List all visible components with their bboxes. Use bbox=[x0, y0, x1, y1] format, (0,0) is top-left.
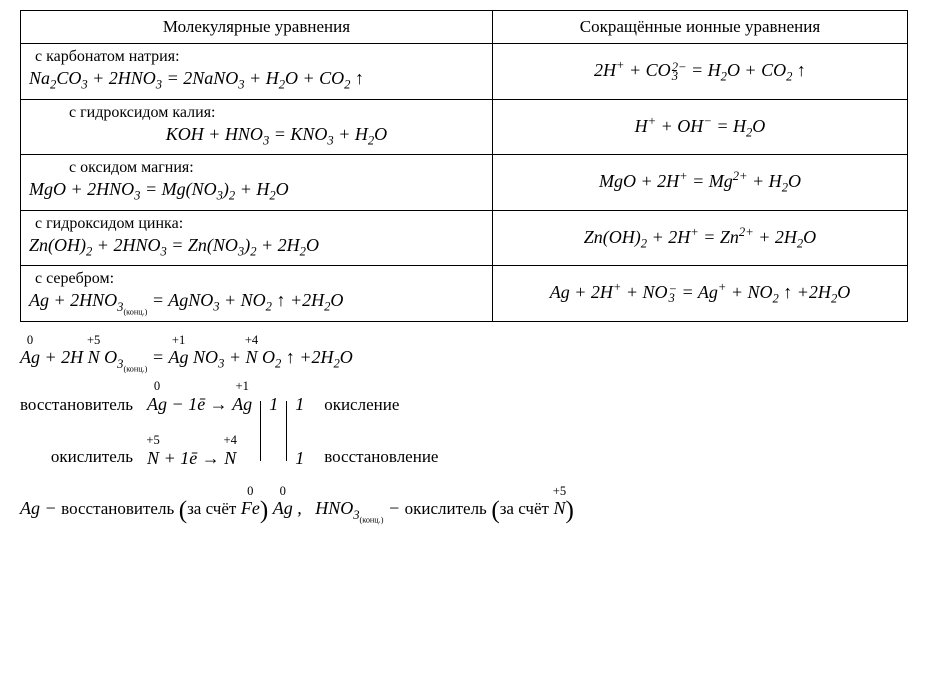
molecular-cell: с оксидом магния: MgO + 2HNO3 = Mg(NO3)2 … bbox=[21, 155, 493, 211]
molecular-equation: KOH + HNO3 = KNO3 + H2O bbox=[29, 124, 484, 149]
equations-table: Молекулярные уравнения Сокращённые ионны… bbox=[20, 10, 908, 322]
half-reaction-2: +5N + 1ē → +4N bbox=[147, 441, 252, 475]
table-row: с оксидом магния: MgO + 2HNO3 = Mg(NO3)2 … bbox=[21, 155, 908, 211]
ionic-equation: Ag + 2H+ + NO−3 = Ag+ + NO2 ↑ +2H2O bbox=[497, 280, 903, 307]
process-reduction: восстановление bbox=[324, 441, 438, 473]
ionic-cell: 2H+ + CO2−3 = H2O + CO2 ↑ bbox=[492, 44, 907, 100]
redox-main-equation: 0Ag + 2H +5N O3(конц.) = +1Ag NO3 + +4N … bbox=[20, 340, 908, 377]
molecular-cell: с карбонатом натрия: Na2CO3 + 2HNO3 = 2Na… bbox=[21, 44, 493, 100]
ionic-equation: 2H+ + CO2−3 = H2O + CO2 ↑ bbox=[497, 58, 903, 85]
divider-1 bbox=[260, 401, 261, 461]
ionic-equation: Zn(OH)2 + 2H+ = Zn2+ + 2H2O bbox=[497, 225, 903, 252]
ionic-cell: H+ + OH− = H2O bbox=[492, 99, 907, 155]
coef-1b: 1 bbox=[295, 387, 304, 421]
table-row: с серебром: Ag + 2HNO3(конц.) = AgNO3 + N… bbox=[21, 266, 908, 322]
molecular-equation: Zn(OH)2 + 2HNO3 = Zn(NO3)2 + 2H2O bbox=[29, 235, 484, 260]
redox-half-reactions: восстановитель окислитель 0Ag − 1ē → +1A… bbox=[20, 387, 908, 475]
process-oxidation: окисление bbox=[324, 389, 438, 421]
half-reaction-1: 0Ag − 1ē → +1Ag bbox=[147, 387, 252, 421]
redox-conclusion: Ag − восстановитель (за счёт 0Fe) 0Ag , … bbox=[20, 487, 908, 535]
ionic-cell: MgO + 2H+ = Mg2+ + H2O bbox=[492, 155, 907, 211]
molecular-equation: Na2CO3 + 2HNO3 = 2NaNO3 + H2O + CO2 ↑ bbox=[29, 68, 484, 93]
table-row: с карбонатом натрия: Na2CO3 + 2HNO3 = 2Na… bbox=[21, 44, 908, 100]
molecular-cell: с гидроксидом цинка: Zn(OH)2 + 2HNO3 = Zn… bbox=[21, 210, 493, 266]
ionic-cell: Zn(OH)2 + 2H+ = Zn2+ + 2H2O bbox=[492, 210, 907, 266]
reducer-label: восстановитель bbox=[20, 389, 133, 421]
reaction-label: с карбонатом натрия: bbox=[29, 48, 484, 66]
ionic-equation: MgO + 2H+ = Mg2+ + H2O bbox=[497, 169, 903, 196]
molecular-cell: с серебром: Ag + 2HNO3(конц.) = AgNO3 + N… bbox=[21, 266, 493, 322]
reaction-label: с оксидом магния: bbox=[29, 159, 484, 177]
molecular-cell: с гидроксидом калия: KOH + HNO3 = KNO3 + … bbox=[21, 99, 493, 155]
header-ionic: Сокращённые ионные уравнения bbox=[492, 11, 907, 44]
oxidizer-label: окислитель bbox=[51, 441, 133, 473]
coef-1: 1 bbox=[269, 387, 278, 421]
reaction-label: с гидроксидом калия: bbox=[29, 104, 484, 122]
header-molecular: Молекулярные уравнения bbox=[21, 11, 493, 44]
molecular-equation: Ag + 2HNO3(конц.) = AgNO3 + NO2 ↑ +2H2O bbox=[29, 290, 484, 316]
coef-2: 1 bbox=[295, 441, 304, 475]
molecular-equation: MgO + 2HNO3 = Mg(NO3)2 + H2O bbox=[29, 179, 484, 204]
table-header-row: Молекулярные уравнения Сокращённые ионны… bbox=[21, 11, 908, 44]
divider-2 bbox=[286, 401, 287, 461]
ionic-equation: H+ + OH− = H2O bbox=[497, 114, 903, 141]
table-row: с гидроксидом цинка: Zn(OH)2 + 2HNO3 = Zn… bbox=[21, 210, 908, 266]
redox-section: 0Ag + 2H +5N O3(конц.) = +1Ag NO3 + +4N … bbox=[20, 340, 908, 535]
ionic-cell: Ag + 2H+ + NO−3 = Ag+ + NO2 ↑ +2H2O bbox=[492, 266, 907, 322]
reaction-label: с гидроксидом цинка: bbox=[29, 215, 484, 233]
table-row: с гидроксидом калия: KOH + HNO3 = KNO3 + … bbox=[21, 99, 908, 155]
reaction-label: с серебром: bbox=[29, 270, 484, 288]
